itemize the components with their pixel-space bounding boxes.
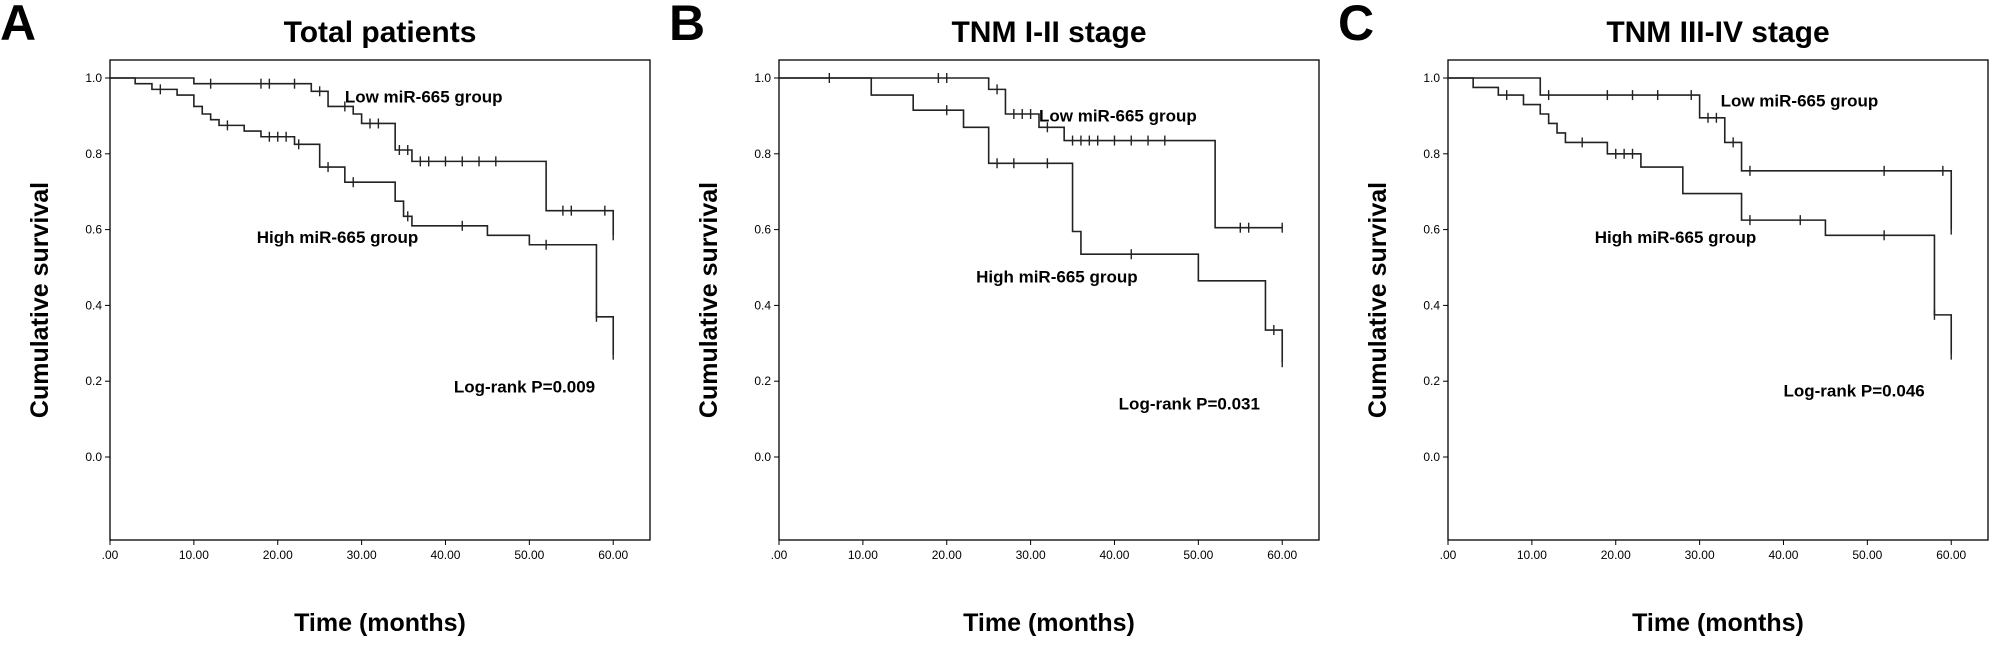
y-tick-label: 0.6	[754, 223, 771, 237]
x-tick-label: 10.00	[1517, 548, 1547, 562]
x-tick-label: 30.00	[1016, 548, 1046, 562]
x-tick-label: 10.00	[848, 548, 878, 562]
km-plot-a: Total patients 0.0 0.2 0.4 0.6 0.8 1.0 .00 10.00…	[26, 16, 651, 637]
y-tick-label: 1.0	[85, 71, 102, 85]
y-tick-label: 0.6	[1423, 223, 1440, 237]
y-tick-label: 0.8	[754, 147, 771, 161]
x-tick-label: 60.00	[1936, 548, 1966, 562]
series-label: Low miR-665 group	[345, 88, 503, 107]
x-tick-label: .00	[771, 548, 788, 562]
survival-curve	[779, 77, 1284, 363]
y-tick-label: 0.6	[85, 223, 102, 237]
y-tick-label: 0.0	[1423, 450, 1440, 464]
survival-curve	[110, 77, 615, 236]
x-tick-label: 40.00	[1099, 548, 1129, 562]
km-plot-c: TNM III-IV stage 0.0 0.2 0.4 0.6 0.8 1.0 .00 10.…	[1364, 16, 1989, 637]
x-tick-label: 20.00	[932, 548, 962, 562]
y-axis-label: Cumulative survival	[695, 182, 723, 418]
survival-curve	[1448, 77, 1953, 230]
y-axis-label: Cumulative survival	[1364, 182, 1392, 418]
survival-curve	[110, 77, 615, 355]
series-label: Low miR-665 group	[1721, 91, 1879, 110]
x-tick-label: .00	[102, 548, 119, 562]
x-tick-label: 50.00	[514, 548, 544, 562]
y-tick-label: 0.8	[1423, 147, 1440, 161]
survival-curve	[779, 77, 1283, 229]
series-label: Low miR-665 group	[1039, 107, 1197, 126]
survival-curve	[1448, 77, 1953, 355]
log-rank-annotation: Log-rank P=0.031	[1119, 395, 1260, 414]
y-tick-label: 0.8	[85, 147, 102, 161]
y-tick-label: 0.4	[1423, 298, 1440, 312]
x-tick-label: 20.00	[1601, 548, 1631, 562]
x-tick-label: 60.00	[598, 548, 628, 562]
y-tick-label: 1.0	[1423, 71, 1440, 85]
x-axis-label: Time (months)	[963, 609, 1135, 637]
panel-c: C TNM III-IV stage 0.0 0.2 0.4 0.6 0.8 1.0 .00 1…	[1338, 0, 2007, 667]
log-rank-annotation: Log-rank P=0.009	[454, 378, 595, 397]
x-tick-label: 60.00	[1267, 548, 1297, 562]
y-tick-label: 0.0	[85, 450, 102, 464]
y-tick-label: 0.2	[1423, 374, 1440, 388]
x-tick-label: 40.00	[1768, 548, 1798, 562]
plot-frame	[778, 59, 1320, 541]
x-tick-label: 50.00	[1183, 548, 1213, 562]
y-tick-label: 0.4	[85, 298, 102, 312]
x-tick-label: 30.00	[1685, 548, 1715, 562]
chart-title: TNM I-II stage	[951, 16, 1146, 49]
y-tick-label: 0.0	[754, 450, 771, 464]
plot-frame	[1447, 59, 1989, 541]
km-plot-b: TNM I-II stage 0.0 0.2 0.4 0.6 0.8 1.0 .00 10.00…	[695, 16, 1320, 637]
x-tick-label: 10.00	[179, 548, 209, 562]
x-tick-label: 40.00	[430, 548, 460, 562]
x-tick-label: 50.00	[1852, 548, 1882, 562]
y-tick-label: 0.2	[754, 374, 771, 388]
panel-letter: B	[669, 0, 706, 51]
x-tick-label: 30.00	[347, 548, 377, 562]
x-axis-label: Time (months)	[1632, 609, 1804, 637]
series-label: High miR-665 group	[976, 268, 1138, 287]
series-label: High miR-665 group	[257, 228, 419, 247]
chart-title: Total patients	[284, 16, 477, 49]
x-tick-label: 20.00	[263, 548, 293, 562]
y-tick-label: 0.2	[85, 374, 102, 388]
panel-letter: C	[1338, 0, 1375, 51]
x-tick-label: .00	[1440, 548, 1457, 562]
panel-a: A Total patients 0.0 0.2 0.4 0.6 0.8 1.0 .00 10.…	[0, 0, 669, 667]
panel-b: B TNM I-II stage 0.0 0.2 0.4 0.6 0.8 1.0 .00 10.…	[669, 0, 1338, 667]
chart-title: TNM III-IV stage	[1606, 16, 1829, 49]
x-axis-label: Time (months)	[294, 609, 466, 637]
y-tick-label: 0.4	[754, 298, 771, 312]
y-tick-label: 1.0	[754, 71, 771, 85]
y-axis-label: Cumulative survival	[26, 182, 54, 418]
plot-frame	[109, 59, 651, 541]
series-label: High miR-665 group	[1595, 228, 1757, 247]
log-rank-annotation: Log-rank P=0.046	[1783, 381, 1924, 400]
panel-letter: A	[0, 0, 37, 51]
